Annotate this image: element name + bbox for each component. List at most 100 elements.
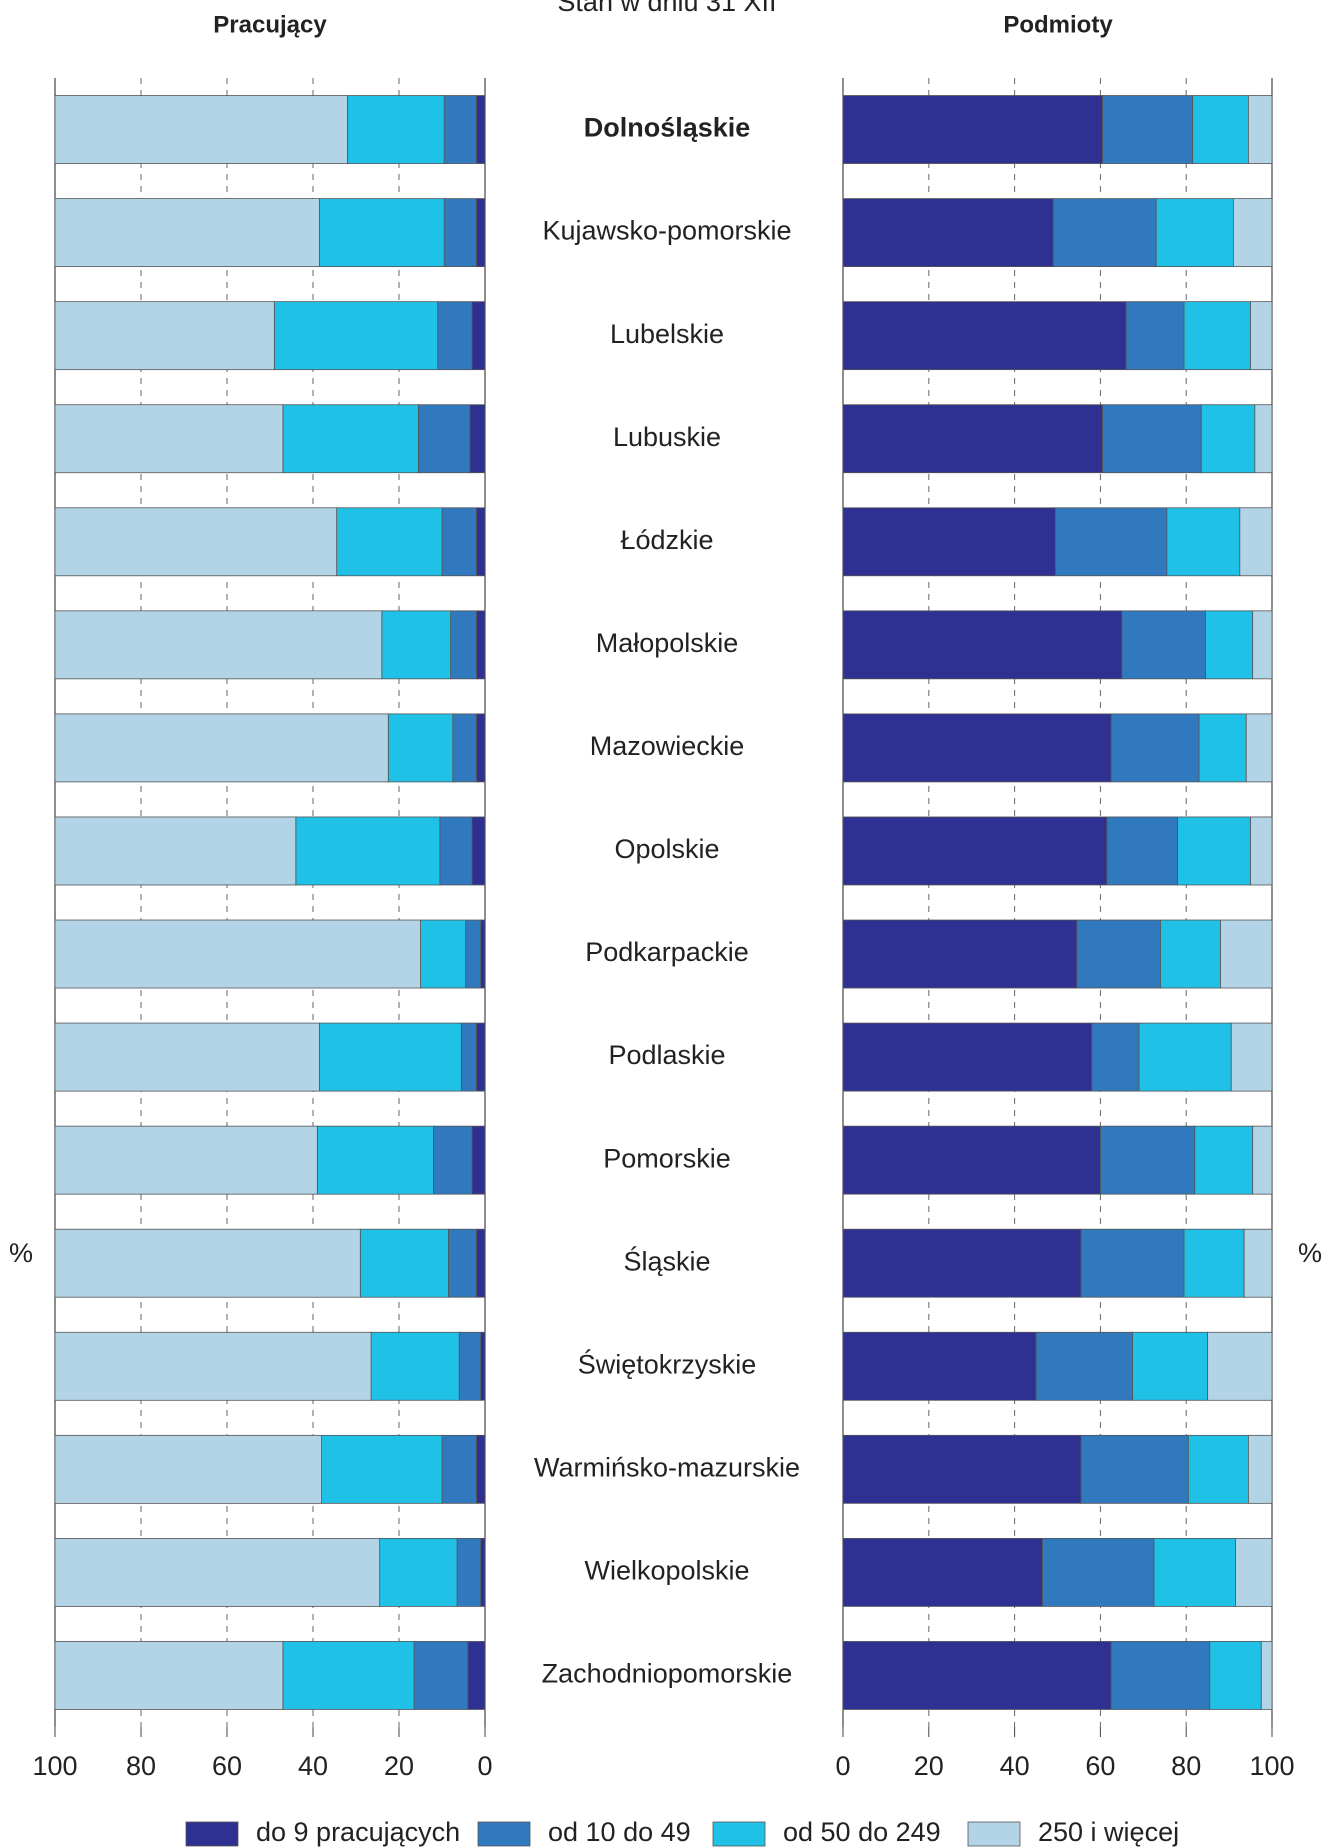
bar-segment bbox=[54, 1331, 372, 1401]
bar-segment bbox=[471, 816, 486, 886]
bar-segment bbox=[359, 1228, 449, 1298]
bar-segment bbox=[1102, 95, 1194, 164]
bar-segment bbox=[448, 1228, 477, 1298]
category-label: Wielkopolskie bbox=[584, 1556, 749, 1586]
bar-segment bbox=[475, 1022, 486, 1092]
x-tick-label: 0 bbox=[835, 1751, 850, 1781]
chart-subtitle: Pracujący bbox=[213, 11, 327, 38]
bar-segment bbox=[54, 919, 421, 989]
x-tick-label: 80 bbox=[1171, 1751, 1201, 1781]
legend-label: 250 i więcej bbox=[1038, 1817, 1179, 1847]
legend-swatch bbox=[712, 1821, 766, 1847]
category-label: Podlaskie bbox=[608, 1040, 725, 1070]
bar-segment bbox=[54, 301, 275, 371]
bar-segment bbox=[1200, 404, 1256, 474]
bar-segment bbox=[1254, 404, 1273, 474]
x-tick-label: 40 bbox=[1000, 1751, 1030, 1781]
bar-segment bbox=[842, 1022, 1093, 1092]
bar-segment bbox=[1110, 1641, 1211, 1710]
bar-segment bbox=[1243, 1228, 1273, 1298]
bar-segment bbox=[273, 301, 439, 371]
bar-segment bbox=[1080, 1434, 1189, 1504]
bar-segment bbox=[1100, 1125, 1196, 1195]
bar-segment bbox=[1153, 1537, 1236, 1607]
bar-segment bbox=[1194, 1125, 1254, 1195]
category-label: Małopolskie bbox=[596, 628, 739, 658]
legend-label: od 10 do 49 bbox=[548, 1817, 691, 1847]
axis-unit: % bbox=[9, 1238, 33, 1268]
category-label: Mazowieckie bbox=[590, 731, 745, 761]
bar-segment bbox=[842, 404, 1103, 474]
bar-segment bbox=[1260, 1641, 1273, 1710]
category-label: Lubelskie bbox=[610, 319, 724, 349]
bar-segment bbox=[282, 404, 419, 474]
bar-segment bbox=[54, 1537, 381, 1607]
bar-segment bbox=[1250, 301, 1273, 371]
bar-segment bbox=[475, 713, 486, 783]
x-tick-label: 60 bbox=[1085, 1751, 1115, 1781]
bar-segment bbox=[460, 1022, 477, 1092]
bar-segment bbox=[1177, 816, 1251, 886]
bar-segment bbox=[456, 1537, 482, 1607]
bar-segment bbox=[1106, 816, 1179, 886]
bar-segment bbox=[469, 404, 486, 474]
category-label: Dolnośląskie bbox=[584, 113, 751, 143]
bar-segment bbox=[381, 610, 451, 680]
bar-segment bbox=[475, 1434, 486, 1504]
bar-segment bbox=[842, 1331, 1037, 1401]
x-tick-label: 0 bbox=[477, 1751, 492, 1781]
bar-segment bbox=[1198, 713, 1247, 783]
bar-segment bbox=[471, 1125, 486, 1195]
bar-segment bbox=[54, 1434, 323, 1504]
chart-subtitle: Podmioty bbox=[1003, 11, 1113, 38]
bar-segment bbox=[1187, 1434, 1249, 1504]
bar-segment bbox=[1166, 507, 1241, 577]
bar-segment bbox=[1054, 507, 1168, 577]
bar-segment bbox=[1245, 713, 1273, 783]
bar-segment bbox=[443, 198, 477, 268]
bar-segment bbox=[1248, 1434, 1273, 1504]
legend-swatch bbox=[477, 1821, 531, 1847]
bar-segment bbox=[1138, 1022, 1232, 1092]
x-tick-label: 80 bbox=[126, 1751, 156, 1781]
bar-segment bbox=[54, 1022, 320, 1092]
bar-segment bbox=[437, 301, 473, 371]
bar-segment bbox=[1230, 1022, 1273, 1092]
bar-segment bbox=[1102, 404, 1202, 474]
bar-segment bbox=[452, 713, 477, 783]
bar-segment bbox=[842, 198, 1054, 268]
bar-segment bbox=[370, 1331, 460, 1401]
x-tick-label: 100 bbox=[1249, 1751, 1294, 1781]
x-tick-label: 60 bbox=[212, 1751, 242, 1781]
bar-segment bbox=[321, 1434, 443, 1504]
bar-segment bbox=[319, 1022, 462, 1092]
bar-segment bbox=[432, 1125, 473, 1195]
bar-segment bbox=[842, 95, 1103, 164]
bar-segment bbox=[842, 610, 1123, 680]
bar-segment bbox=[1155, 198, 1234, 268]
category-label: Warmińsko-mazurskie bbox=[534, 1452, 800, 1482]
category-label: Opolskie bbox=[614, 834, 719, 864]
bar-segment bbox=[1076, 919, 1161, 989]
bar-segment bbox=[1080, 1228, 1185, 1298]
bar-segment bbox=[441, 1434, 477, 1504]
bar-segment bbox=[458, 1331, 482, 1401]
category-label: Kujawsko-pomorskie bbox=[542, 216, 791, 246]
bar-segment bbox=[842, 301, 1127, 371]
bar-segment bbox=[842, 713, 1112, 783]
bar-segment bbox=[54, 713, 389, 783]
bar-segment bbox=[475, 198, 486, 268]
bar-segment bbox=[346, 95, 445, 164]
bar-segment bbox=[475, 507, 486, 577]
legend-swatch bbox=[185, 1821, 239, 1847]
bar-segment bbox=[475, 95, 486, 164]
bar-segment bbox=[1205, 610, 1254, 680]
bar-segment bbox=[54, 610, 383, 680]
bar-segment bbox=[54, 507, 338, 577]
category-label: Zachodniopomorskie bbox=[542, 1659, 793, 1689]
category-label: Świętokrzyskie bbox=[578, 1347, 757, 1379]
bar-segment bbox=[413, 1641, 469, 1710]
bar-segment bbox=[1252, 610, 1273, 680]
bar-segment bbox=[1220, 919, 1273, 989]
